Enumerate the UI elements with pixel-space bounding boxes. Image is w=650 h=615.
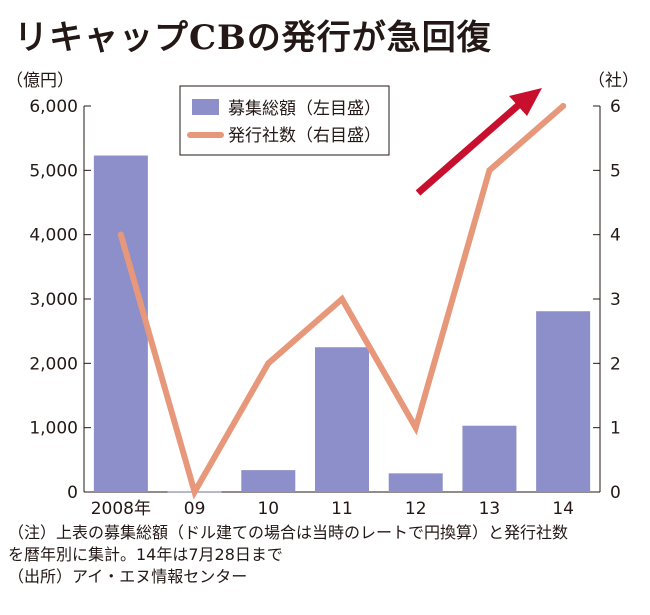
trend-arrow-icon [415, 88, 542, 196]
left-tick-label: 4,000 [29, 226, 78, 246]
x-tick-label: 11 [331, 499, 353, 519]
right-tick-label: 2 [610, 354, 621, 374]
legend: 募集総額（左目盛） 発行社数（右目盛） [179, 85, 390, 156]
x-tick-label: 09 [184, 499, 206, 519]
arrow-head [509, 88, 542, 116]
legend-box [179, 85, 390, 156]
right-axis-unit: （社） [588, 71, 639, 91]
arrow-shaft [415, 99, 525, 196]
note-line: （出所）アイ・エヌ情報センター [8, 567, 248, 586]
left-tick-label: 5,000 [29, 161, 78, 181]
bar [93, 155, 148, 492]
left-tick-label: 2,000 [29, 354, 78, 374]
right-tick-label: 3 [610, 290, 621, 310]
x-tick-label: 12 [405, 499, 427, 519]
chart: 01,0002,0003,0004,0005,0006,0000123456（億… [6, 71, 639, 519]
bar [536, 311, 591, 492]
bars [93, 155, 591, 493]
right-tick-label: 0 [610, 483, 621, 503]
left-tick-label: 6,000 [29, 97, 78, 117]
bar [388, 473, 443, 492]
note-line: を暦年別に集計。14年は7月28日まで [8, 545, 283, 564]
bar [462, 425, 517, 492]
legend-label: 募集総額（左目盛） [228, 99, 381, 119]
line-point [339, 296, 345, 302]
right-tick-label: 5 [610, 161, 621, 181]
x-tick-label: 2008年 [91, 499, 151, 519]
left-tick-label: 3,000 [29, 290, 78, 310]
notes: （注）上表の募集総額（ドル建ての場合は当時のレートで円換算）と発行社数 を暦年別… [8, 522, 644, 588]
x-tick-label: 10 [257, 499, 279, 519]
line-point [412, 424, 419, 431]
left-tick-label: 0 [67, 483, 78, 503]
legend-label: 発行社数（右目盛） [228, 126, 381, 146]
line-point [191, 489, 198, 495]
bar [241, 470, 296, 492]
line-point [486, 167, 493, 174]
legend-swatch-bar [192, 99, 219, 115]
right-tick-label: 6 [610, 97, 621, 117]
x-tick-label: 13 [479, 499, 501, 519]
left-axis-unit: （億円） [6, 71, 74, 91]
right-tick-label: 1 [610, 419, 621, 439]
bar [315, 347, 369, 492]
x-tick-label: 14 [552, 499, 574, 519]
line-point [560, 103, 567, 109]
right-tick-label: 4 [610, 226, 621, 246]
note-line: （注）上表の募集総額（ドル建ての場合は当時のレートで円換算）と発行社数 [8, 523, 569, 542]
chart-title: リキャップCBの発行が急回復 [14, 18, 492, 58]
line-point [265, 360, 272, 367]
line-series [117, 103, 567, 500]
left-tick-label: 1,000 [29, 419, 78, 439]
line-point [117, 231, 124, 238]
